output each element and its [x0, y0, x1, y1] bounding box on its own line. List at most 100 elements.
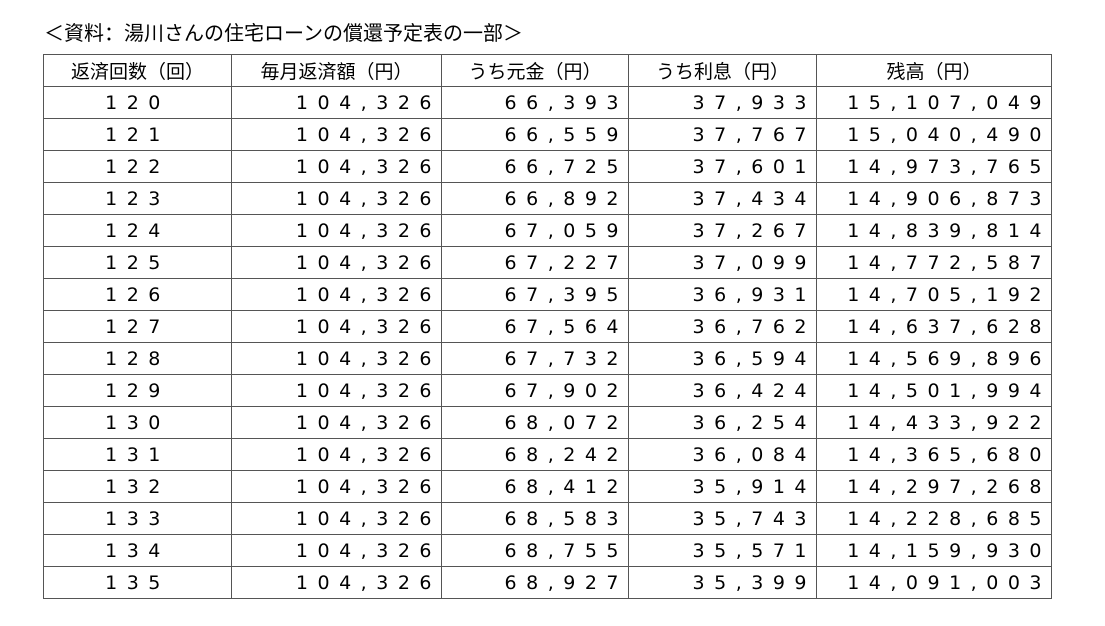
cell-monthly-payment: 104,326	[231, 214, 442, 247]
cell-balance: 14,365,680	[816, 438, 1052, 471]
cell-payment-count: 125	[43, 246, 232, 279]
table-row: 135 104,326 68,927 35,399 14,091,003	[43, 566, 1052, 599]
cell-interest: 35,571	[628, 534, 817, 567]
cell-payment-count: 131	[43, 438, 232, 471]
cell-interest: 36,931	[628, 278, 817, 311]
cell-balance: 14,772,587	[816, 246, 1052, 279]
table-body: 120 104,326 66,393 37,933 15,107,049 121 104,3…	[43, 86, 1052, 599]
cell-interest: 36,424	[628, 374, 817, 407]
cell-interest: 36,254	[628, 406, 817, 439]
cell-interest: 36,084	[628, 438, 817, 471]
cell-principal: 68,755	[441, 534, 629, 567]
cell-balance: 14,228,685	[816, 502, 1052, 535]
cell-principal: 67,732	[441, 342, 629, 375]
table-row: 133 104,326 68,583 35,743 14,228,685	[43, 502, 1052, 535]
cell-principal: 66,393	[441, 86, 629, 119]
cell-payment-count: 132	[43, 470, 232, 503]
cell-payment-count: 121	[43, 118, 232, 151]
header-principal: うち元金（円）	[441, 54, 629, 87]
cell-balance: 14,569,896	[816, 342, 1052, 375]
cell-principal: 68,412	[441, 470, 629, 503]
cell-balance: 14,705,192	[816, 278, 1052, 311]
cell-monthly-payment: 104,326	[231, 246, 442, 279]
cell-payment-count: 127	[43, 310, 232, 343]
table-row: 126 104,326 67,395 36,931 14,705,192	[43, 278, 1052, 311]
table-row: 123 104,326 66,892 37,434 14,906,873	[43, 182, 1052, 215]
cell-balance: 14,839,814	[816, 214, 1052, 247]
cell-interest: 35,914	[628, 470, 817, 503]
cell-payment-count: 120	[43, 86, 232, 119]
table-row: 125 104,326 67,227 37,099 14,772,587	[43, 246, 1052, 279]
cell-interest: 37,099	[628, 246, 817, 279]
cell-principal: 66,559	[441, 118, 629, 151]
table-row: 124 104,326 67,059 37,267 14,839,814	[43, 214, 1052, 247]
cell-balance: 14,906,873	[816, 182, 1052, 215]
cell-monthly-payment: 104,326	[231, 566, 442, 599]
repayment-schedule-table: 返済回数（回） 毎月返済額（円） うち元金（円） うち利息（円） 残高（円） 1…	[43, 54, 1052, 599]
cell-balance: 14,637,628	[816, 310, 1052, 343]
table-row: 122 104,326 66,725 37,601 14,973,765	[43, 150, 1052, 183]
cell-balance: 14,501,994	[816, 374, 1052, 407]
table-row: 132 104,326 68,412 35,914 14,297,268	[43, 470, 1052, 503]
table-row: 131 104,326 68,242 36,084 14,365,680	[43, 438, 1052, 471]
table-row: 121 104,326 66,559 37,767 15,040,490	[43, 118, 1052, 151]
table-row: 129 104,326 67,902 36,424 14,501,994	[43, 374, 1052, 407]
cell-interest: 35,399	[628, 566, 817, 599]
cell-monthly-payment: 104,326	[231, 406, 442, 439]
cell-balance: 14,159,930	[816, 534, 1052, 567]
cell-payment-count: 124	[43, 214, 232, 247]
table-row: 128 104,326 67,732 36,594 14,569,896	[43, 342, 1052, 375]
cell-interest: 37,267	[628, 214, 817, 247]
cell-monthly-payment: 104,326	[231, 118, 442, 151]
cell-balance: 14,297,268	[816, 470, 1052, 503]
cell-interest: 37,933	[628, 86, 817, 119]
cell-monthly-payment: 104,326	[231, 374, 442, 407]
cell-balance: 14,973,765	[816, 150, 1052, 183]
cell-balance: 15,040,490	[816, 118, 1052, 151]
header-interest: うち利息（円）	[628, 54, 817, 87]
cell-monthly-payment: 104,326	[231, 150, 442, 183]
cell-principal: 68,072	[441, 406, 629, 439]
header-balance: 残高（円）	[816, 54, 1052, 87]
cell-principal: 67,227	[441, 246, 629, 279]
cell-payment-count: 126	[43, 278, 232, 311]
cell-principal: 68,242	[441, 438, 629, 471]
cell-payment-count: 134	[43, 534, 232, 567]
cell-monthly-payment: 104,326	[231, 438, 442, 471]
cell-monthly-payment: 104,326	[231, 86, 442, 119]
cell-payment-count: 128	[43, 342, 232, 375]
header-payment-count: 返済回数（回）	[43, 54, 232, 87]
cell-interest: 35,743	[628, 502, 817, 535]
table-row: 130 104,326 68,072 36,254 14,433,922	[43, 406, 1052, 439]
cell-principal: 67,902	[441, 374, 629, 407]
cell-monthly-payment: 104,326	[231, 470, 442, 503]
cell-principal: 68,927	[441, 566, 629, 599]
table-header-row: 返済回数（回） 毎月返済額（円） うち元金（円） うち利息（円） 残高（円）	[43, 54, 1052, 87]
cell-principal: 67,564	[441, 310, 629, 343]
cell-balance: 15,107,049	[816, 86, 1052, 119]
cell-principal: 66,892	[441, 182, 629, 215]
cell-monthly-payment: 104,326	[231, 534, 442, 567]
table-row: 127 104,326 67,564 36,762 14,637,628	[43, 310, 1052, 343]
cell-principal: 67,395	[441, 278, 629, 311]
cell-monthly-payment: 104,326	[231, 278, 442, 311]
cell-balance: 14,433,922	[816, 406, 1052, 439]
cell-monthly-payment: 104,326	[231, 502, 442, 535]
cell-monthly-payment: 104,326	[231, 342, 442, 375]
cell-interest: 37,767	[628, 118, 817, 151]
cell-principal: 68,583	[441, 502, 629, 535]
cell-monthly-payment: 104,326	[231, 182, 442, 215]
cell-interest: 36,762	[628, 310, 817, 343]
cell-interest: 37,434	[628, 182, 817, 215]
cell-payment-count: 133	[43, 502, 232, 535]
cell-payment-count: 123	[43, 182, 232, 215]
cell-payment-count: 129	[43, 374, 232, 407]
document-caption: ＜資料：湯川さんの住宅ローンの償還予定表の一部＞	[44, 21, 523, 45]
cell-payment-count: 130	[43, 406, 232, 439]
cell-interest: 37,601	[628, 150, 817, 183]
cell-interest: 36,594	[628, 342, 817, 375]
cell-payment-count: 135	[43, 566, 232, 599]
cell-principal: 67,059	[441, 214, 629, 247]
cell-balance: 14,091,003	[816, 566, 1052, 599]
cell-monthly-payment: 104,326	[231, 310, 442, 343]
